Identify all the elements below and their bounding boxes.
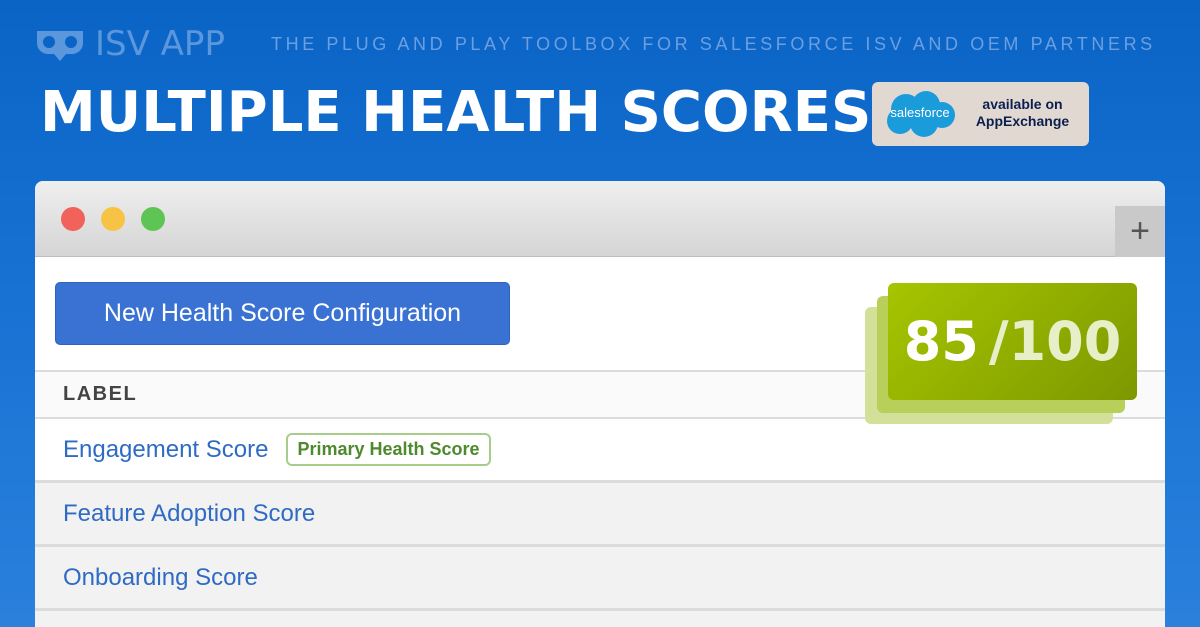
row-link[interactable]: Feature Adoption Score bbox=[63, 499, 316, 527]
table-row: Onboarding Score bbox=[35, 547, 1165, 611]
appexchange-badge[interactable]: salesforce available on AppExchange bbox=[872, 82, 1089, 146]
maximize-window-button[interactable] bbox=[141, 207, 165, 231]
table-row: Engagement Score Primary Health Score bbox=[35, 419, 1165, 483]
isv-app-logo: ISV APP bbox=[35, 27, 225, 61]
brand-name: ISV APP bbox=[95, 24, 225, 64]
plus-icon[interactable]: + bbox=[1115, 206, 1165, 257]
table-row: Feature Adoption Score bbox=[35, 483, 1165, 547]
new-health-score-configuration-button[interactable]: New Health Score Configuration bbox=[55, 282, 510, 345]
health-score-card: 85 /100 bbox=[888, 283, 1137, 400]
window-titlebar: + bbox=[35, 181, 1165, 257]
app-window: + New Health Score Configuration LABEL E… bbox=[35, 181, 1165, 627]
salesforce-cloud-logo: salesforce bbox=[884, 89, 956, 139]
score-value: 85 bbox=[903, 310, 979, 373]
minimize-window-button[interactable] bbox=[101, 207, 125, 231]
close-window-button[interactable] bbox=[61, 207, 85, 231]
row-link[interactable]: Onboarding Score bbox=[63, 563, 258, 591]
owl-eyes-icon bbox=[37, 31, 83, 61]
appexchange-text: available on AppExchange bbox=[975, 96, 1070, 129]
row-link[interactable]: Engagement Score bbox=[63, 435, 269, 463]
table-row bbox=[35, 611, 1165, 627]
score-max: /100 bbox=[988, 310, 1122, 373]
tagline: THE PLUG AND PLAY TOOLBOX FOR SALESFORCE… bbox=[271, 34, 1156, 54]
headline: MULTIPLE HEALTH SCORES bbox=[40, 80, 872, 145]
primary-health-score-badge: Primary Health Score bbox=[286, 433, 491, 466]
